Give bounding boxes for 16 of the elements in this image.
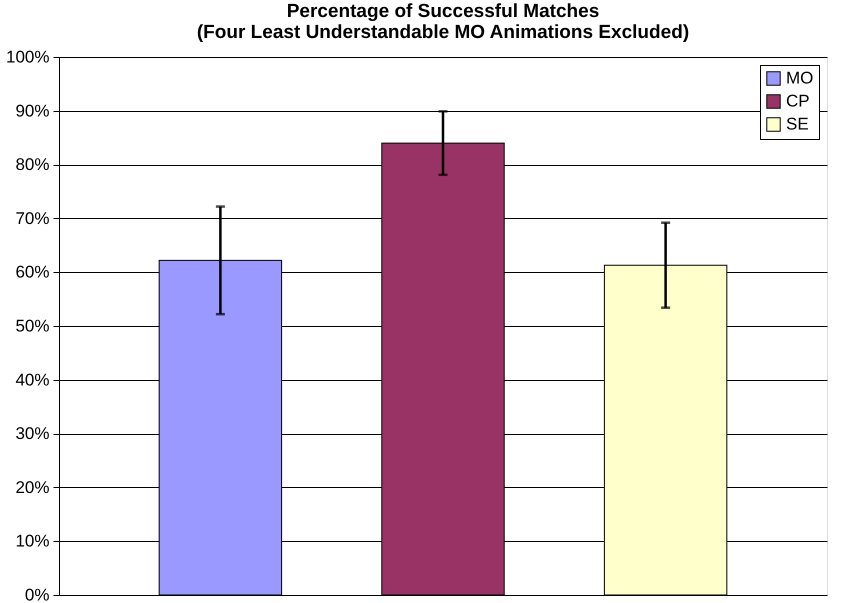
legend-label: MO (786, 68, 814, 88)
y-tick-label: 80% (15, 155, 50, 174)
y-tick-label: 50% (15, 316, 50, 336)
y-tick-label: 20% (15, 478, 50, 497)
y-tick-label: 40% (15, 370, 50, 390)
legend-label: CP (786, 92, 810, 110)
y-tick-label: 10% (15, 532, 50, 551)
y-tick-label: 30% (15, 424, 50, 444)
chart-title: Percentage of Successful Matches (286, 1, 600, 22)
chart-subtitle: (Four Least Understandable MO Animations Excluded) (196, 22, 690, 43)
legend-label: SE (786, 114, 809, 134)
y-tick-label: 60% (15, 262, 50, 282)
y-tick-label: 100% (6, 48, 50, 66)
y-tick-label: 70% (15, 208, 50, 228)
y-tick-label: 0% (24, 586, 50, 603)
y-tick-label: 90% (15, 101, 50, 120)
